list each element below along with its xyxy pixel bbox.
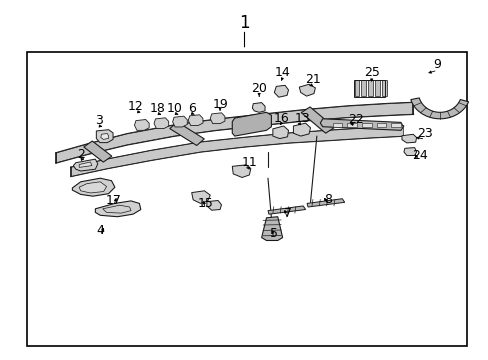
- Text: 2: 2: [77, 148, 84, 161]
- Text: 18: 18: [149, 102, 165, 114]
- Text: 4: 4: [96, 224, 104, 237]
- Text: 11: 11: [241, 156, 257, 169]
- Polygon shape: [261, 217, 282, 240]
- Bar: [361, 80, 366, 96]
- Polygon shape: [306, 199, 344, 207]
- Bar: [381, 80, 386, 96]
- Polygon shape: [272, 126, 288, 139]
- Polygon shape: [410, 98, 468, 119]
- Text: 21: 21: [305, 73, 320, 86]
- Text: 1: 1: [239, 14, 249, 32]
- Polygon shape: [401, 134, 416, 143]
- Text: 24: 24: [411, 149, 427, 162]
- Polygon shape: [191, 191, 210, 203]
- Polygon shape: [274, 85, 288, 97]
- Polygon shape: [56, 103, 412, 163]
- Polygon shape: [188, 115, 203, 126]
- Text: 13: 13: [294, 112, 309, 125]
- Polygon shape: [79, 182, 106, 193]
- Polygon shape: [134, 120, 149, 130]
- Bar: [346, 123, 356, 127]
- Polygon shape: [79, 162, 92, 167]
- Text: 9: 9: [433, 58, 441, 71]
- Text: 17: 17: [105, 194, 121, 207]
- Text: 14: 14: [274, 66, 290, 78]
- Text: 3: 3: [95, 114, 102, 127]
- Bar: [27, 52, 466, 346]
- Polygon shape: [301, 107, 334, 133]
- Text: 25: 25: [363, 66, 379, 78]
- Polygon shape: [73, 159, 98, 171]
- Polygon shape: [232, 112, 271, 136]
- Text: 5: 5: [269, 227, 277, 240]
- Text: 12: 12: [128, 100, 143, 113]
- Text: 16: 16: [273, 112, 288, 125]
- Bar: [376, 123, 386, 127]
- Polygon shape: [96, 130, 113, 143]
- Text: 8: 8: [324, 193, 332, 206]
- Polygon shape: [102, 205, 131, 213]
- Bar: [374, 80, 379, 96]
- Polygon shape: [72, 178, 115, 196]
- Polygon shape: [169, 122, 204, 145]
- Polygon shape: [206, 201, 221, 210]
- Polygon shape: [267, 206, 305, 214]
- Bar: [361, 123, 371, 127]
- Polygon shape: [299, 84, 315, 96]
- Bar: [354, 80, 359, 96]
- Polygon shape: [83, 141, 112, 162]
- Text: 22: 22: [347, 113, 363, 126]
- Polygon shape: [154, 118, 168, 129]
- Bar: [367, 80, 372, 96]
- Polygon shape: [232, 165, 250, 177]
- Bar: [332, 123, 342, 127]
- Bar: [353, 80, 385, 97]
- Text: 10: 10: [167, 102, 183, 114]
- Polygon shape: [320, 119, 403, 130]
- Text: 20: 20: [251, 82, 266, 95]
- Text: 7: 7: [283, 207, 291, 220]
- Polygon shape: [403, 148, 416, 156]
- Text: 15: 15: [197, 197, 213, 210]
- Polygon shape: [101, 134, 108, 139]
- Polygon shape: [95, 201, 141, 217]
- Text: 6: 6: [187, 102, 195, 114]
- Polygon shape: [293, 123, 310, 136]
- Text: 23: 23: [417, 127, 432, 140]
- Bar: [390, 123, 400, 127]
- Polygon shape: [252, 103, 264, 112]
- Polygon shape: [172, 116, 187, 127]
- Polygon shape: [71, 126, 403, 176]
- Text: 19: 19: [212, 98, 227, 111]
- Polygon shape: [210, 113, 224, 123]
